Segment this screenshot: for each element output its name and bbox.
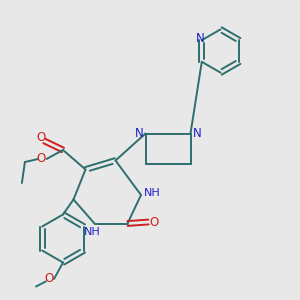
Text: O: O <box>149 215 158 229</box>
Text: N: N <box>134 127 143 140</box>
Text: O: O <box>36 131 45 144</box>
Text: NH: NH <box>84 227 100 237</box>
Text: N: N <box>196 32 205 45</box>
Text: N: N <box>193 127 202 140</box>
Text: O: O <box>37 152 46 166</box>
Text: O: O <box>44 272 53 286</box>
Text: NH: NH <box>144 188 161 199</box>
